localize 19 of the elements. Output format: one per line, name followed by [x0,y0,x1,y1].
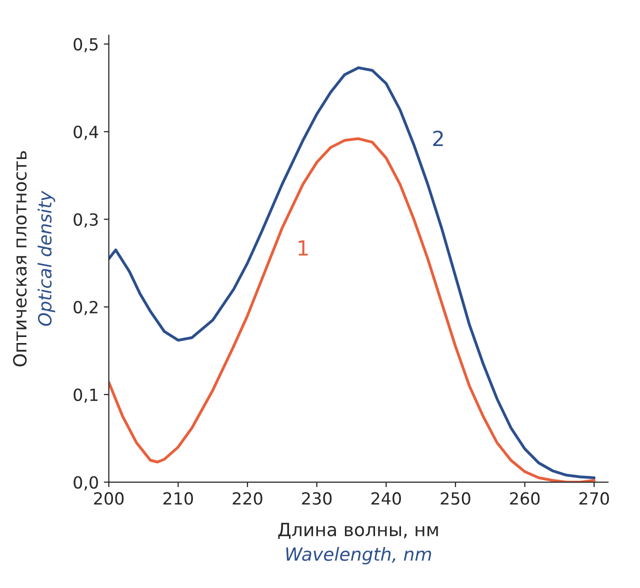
x-tick-label: 250 [440,492,470,505]
x-tick-label: 220 [232,492,262,505]
series-label: 2 [433,130,443,146]
x-tick-label: 240 [371,492,401,505]
y-tick-label: 0,3 [74,213,98,228]
x-tick-label: 200 [94,492,124,505]
y-axis-title: Оптическая плотность Optical density [13,151,56,366]
line-series [108,66,596,480]
x-tick-label: 230 [302,492,332,505]
y-tick-label: 0,0 [74,476,98,490]
y-tick-label: 0,1 [74,388,98,403]
x-tick-label: 270 [579,492,609,505]
y-tick-label: 0,5 [74,38,98,52]
series-label: 1 [298,240,308,256]
y-tick-label: 0,2 [74,300,98,316]
x-tick-label: 210 [163,492,193,505]
x-tick-label: 260 [510,492,540,505]
y-tick-label: 0,4 [74,126,98,140]
x-axis-title: Длина волны, нм Wavelength, nm [278,522,438,564]
